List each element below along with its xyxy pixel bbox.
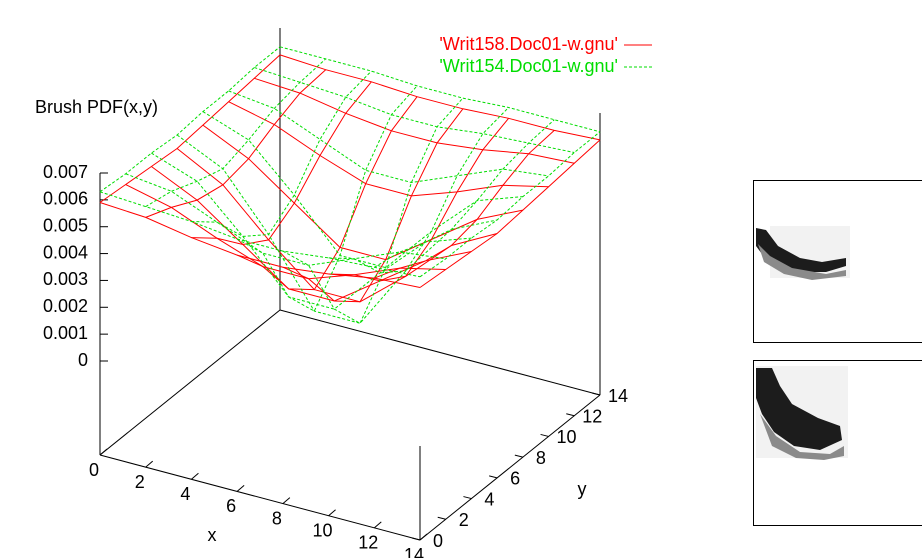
y-tick-label: 6 [510,469,520,489]
legend-label: 'Writ154.Doc01-w.gnu' [439,56,618,76]
surface-line [420,132,600,277]
x-tick [237,485,244,491]
x-tick-label: 0 [89,460,99,480]
y-tick-label: 4 [484,489,494,509]
y-tick-label: 0 [433,531,443,551]
brush-panel-bottom [754,361,922,526]
surface-line [191,71,371,236]
surface-line [100,55,280,203]
x-tick [329,510,336,516]
floor-edge [100,310,280,455]
surface-line [146,59,326,207]
brush-panel-top [754,181,922,343]
z-tick-label: 0.006 [43,189,88,209]
floor-edge [280,310,600,395]
y-tick [566,414,574,416]
x-tick-label: 2 [135,472,145,492]
x-tick-label: 10 [313,520,333,540]
x-tick [191,473,198,479]
y-tick [412,538,420,540]
x-tick-label: 4 [180,484,190,504]
y-tick-label: 10 [557,427,577,447]
z-tick-label: 0.005 [43,215,88,235]
legend-label: 'Writ158.Doc01-w.gnu' [439,34,618,54]
z-tick-label: 0.002 [43,296,88,316]
x-tick-label: 14 [404,545,424,558]
surface-line [100,192,420,277]
y-tick [541,434,549,436]
x-tick-label: 8 [272,508,282,528]
surface-line [283,109,463,302]
x-axis-line [100,455,420,540]
y-tick [438,517,446,519]
y-tick-label: 2 [459,510,469,530]
surface-line [100,47,280,192]
surface-line [177,135,497,323]
page: 00.0010.0020.0030.0040.0050.0060.0070246… [0,0,922,558]
surface-line [229,102,549,196]
y-axis-label: y [578,479,587,499]
x-tick [420,534,427,540]
y-tick [592,393,600,395]
x-tick-label: 6 [226,496,236,516]
surface-line [329,108,509,273]
z-tick-label: 0.004 [43,242,88,262]
surface-line [126,185,446,279]
surface-line [329,118,509,281]
x-tick [100,449,107,455]
x-tick [374,522,381,528]
x-tick [146,461,153,467]
y-tick [489,476,497,478]
surface-line [237,97,417,290]
x-tick [283,498,290,504]
y-tick-label: 14 [608,386,628,406]
y-tick [463,497,471,499]
z-tick-label: 0 [78,350,88,370]
x-tick-label: 12 [358,533,378,553]
z-tick-label: 0.007 [43,162,88,182]
surface-line [100,203,420,288]
x-axis-label: x [208,525,217,545]
z-tick-label: 0.001 [43,323,88,343]
figure: 00.0010.0020.0030.0040.0050.0060.0070246… [0,0,922,558]
y-tick-label: 12 [582,406,602,426]
z-tick-label: 0.003 [43,269,88,289]
y-tick [515,455,523,457]
y-tick-label: 8 [536,448,546,468]
y-axis-line [420,395,600,540]
z-axis-label: Brush PDF(x,y) [35,97,158,117]
